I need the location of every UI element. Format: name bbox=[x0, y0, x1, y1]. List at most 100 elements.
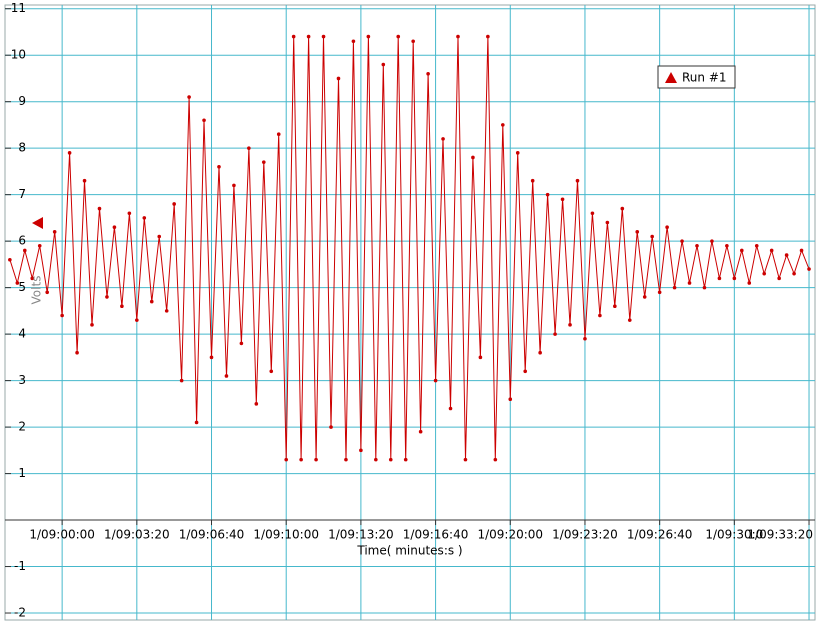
data-point bbox=[202, 118, 206, 123]
data-point bbox=[276, 132, 281, 137]
data-point bbox=[702, 285, 707, 290]
data-point bbox=[754, 243, 759, 248]
data-point bbox=[717, 276, 722, 281]
data-point bbox=[665, 225, 669, 229]
data-point bbox=[321, 34, 326, 39]
data-point bbox=[471, 155, 475, 160]
data-point bbox=[784, 253, 789, 257]
data-point bbox=[261, 160, 266, 164]
data-point bbox=[374, 457, 378, 462]
data-point bbox=[403, 457, 408, 462]
data-point bbox=[710, 239, 714, 243]
x-tick-label: 1/09:13:20 bbox=[328, 528, 394, 542]
data-line bbox=[9, 36, 810, 460]
data-point bbox=[82, 178, 87, 183]
data-point bbox=[792, 271, 796, 276]
data-point bbox=[747, 281, 752, 285]
data-point bbox=[635, 230, 640, 234]
data-point bbox=[359, 448, 363, 453]
data-point bbox=[657, 290, 662, 295]
data-point bbox=[545, 192, 550, 197]
data-point bbox=[620, 206, 625, 211]
data-point bbox=[112, 225, 117, 229]
x-tick-label: 1/09:10:00 bbox=[253, 528, 319, 542]
data-point bbox=[605, 220, 610, 225]
data-point bbox=[590, 211, 595, 216]
data-point bbox=[209, 355, 214, 360]
data-point bbox=[598, 313, 602, 318]
data-point bbox=[463, 457, 468, 462]
legend-box bbox=[657, 65, 736, 89]
data-point bbox=[314, 457, 318, 462]
data-point bbox=[583, 336, 587, 341]
plot-area bbox=[4, 4, 816, 621]
data-point bbox=[560, 197, 565, 202]
data-point bbox=[807, 267, 811, 271]
x-tick-label: 1/09:20:00 bbox=[477, 528, 543, 542]
data-point bbox=[217, 164, 221, 169]
data-point bbox=[650, 234, 654, 239]
data-point bbox=[284, 457, 289, 462]
data-point bbox=[45, 290, 49, 295]
y-tick-label: 4 bbox=[18, 327, 26, 341]
data-point bbox=[478, 355, 483, 360]
data-point bbox=[732, 276, 737, 281]
data-point bbox=[336, 76, 341, 81]
data-point bbox=[530, 178, 535, 183]
data-point bbox=[90, 323, 94, 327]
data-point bbox=[60, 313, 64, 318]
data-point bbox=[75, 350, 79, 355]
data-point bbox=[411, 39, 415, 44]
data-point bbox=[687, 281, 692, 285]
data-point bbox=[366, 34, 371, 39]
data-point bbox=[740, 248, 744, 253]
y-tick-label: 11 bbox=[11, 1, 26, 15]
data-point bbox=[135, 318, 139, 322]
data-point bbox=[523, 369, 528, 374]
data-point bbox=[179, 378, 184, 383]
data-point bbox=[239, 341, 244, 346]
data-point bbox=[37, 243, 42, 248]
y-tick-label: 7 bbox=[18, 187, 26, 201]
data-point bbox=[187, 95, 191, 99]
data-point bbox=[388, 457, 393, 462]
data-point bbox=[306, 34, 311, 39]
data-point bbox=[627, 318, 632, 322]
data-point bbox=[568, 323, 572, 327]
data-point bbox=[501, 123, 505, 127]
data-point bbox=[30, 276, 35, 281]
data-point bbox=[672, 285, 677, 290]
data-point bbox=[575, 178, 580, 183]
data-point bbox=[695, 243, 699, 248]
x-tick-label: 1/09:16:40 bbox=[403, 528, 469, 542]
data-point bbox=[52, 230, 57, 234]
marks bbox=[8, 34, 811, 462]
x-axis-title: Time( minutes:s ) bbox=[356, 544, 462, 558]
legend-marker bbox=[665, 72, 677, 83]
data-point bbox=[15, 281, 20, 285]
data-point bbox=[642, 295, 647, 299]
data-point bbox=[456, 34, 460, 39]
data-point bbox=[97, 206, 102, 211]
data-point bbox=[351, 39, 356, 44]
data-point bbox=[508, 397, 513, 401]
data-point bbox=[799, 248, 804, 253]
data-point bbox=[493, 457, 498, 462]
y-tick-label: 8 bbox=[18, 141, 26, 155]
labels: -2 -1 1 2 3 4 5 6 7 8 9 10 11 1/09:00:00 1/09:03:20 1/0… bbox=[11, 1, 813, 619]
data-point bbox=[120, 304, 124, 309]
y-tick-label: 2 bbox=[18, 420, 26, 434]
data-point bbox=[105, 295, 109, 299]
x-tick-label: 1/09:06:40 bbox=[179, 528, 245, 542]
data-point bbox=[164, 309, 169, 313]
x-tick-label: 1/09:00:00 bbox=[29, 528, 95, 542]
data-point bbox=[418, 429, 423, 434]
data-point bbox=[553, 332, 557, 336]
data-point bbox=[149, 299, 154, 304]
x-tick-label: 1/09:30:0 bbox=[705, 528, 763, 542]
legend-label: Run #1 bbox=[682, 71, 727, 85]
y-tick-label: -2 bbox=[14, 606, 26, 620]
data-point bbox=[515, 151, 520, 155]
data-point bbox=[433, 378, 438, 383]
